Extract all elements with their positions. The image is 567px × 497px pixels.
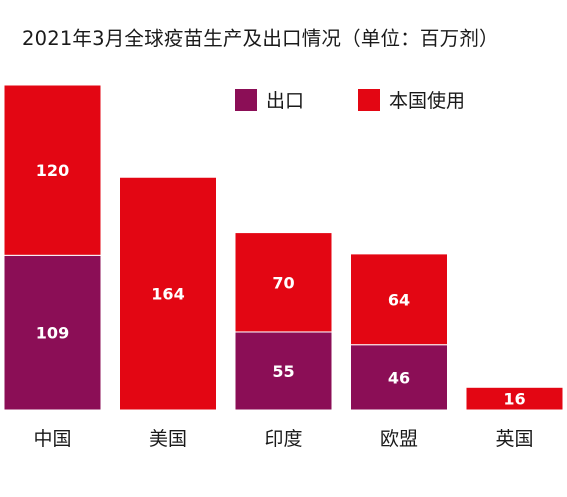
legend-swatch-export (235, 88, 257, 111)
bar-export-india (234, 331, 333, 411)
data-label-export-china: 109 (36, 324, 69, 343)
data-label-domestic-eu: 64 (388, 290, 410, 309)
x-tick-label-eu: 欧盟 (380, 428, 418, 450)
bar-domestic-eu (350, 253, 448, 346)
bar-domestic-uk (465, 386, 564, 411)
bar-domestic-india (234, 232, 333, 333)
data-label-export-eu: 46 (388, 368, 410, 387)
data-label-domestic-india: 70 (272, 273, 294, 292)
x-tick-label-uk: 英国 (495, 428, 533, 450)
bar-domestic-china (3, 84, 102, 256)
data-label-domestic-usa: 164 (151, 285, 184, 304)
data-label-export-india: 55 (272, 362, 294, 381)
bar-export-eu (350, 344, 448, 411)
legend-swatch-domestic (358, 88, 381, 111)
chart-title: 2021年3月全球疫苗生产及出口情况（单位：百万剂） (22, 27, 499, 50)
x-tick-label-usa: 美国 (149, 428, 187, 450)
x-tick-label-india: 印度 (264, 428, 302, 450)
legend-label-export: 出口 (266, 90, 305, 112)
bar-export-china (3, 254, 102, 411)
legend-item-export: 出口 (235, 86, 304, 113)
legend-label-domestic: 本国使用 (389, 90, 466, 112)
bar-domestic-usa (119, 176, 217, 411)
legend: 出口 本国使用 (235, 86, 519, 113)
legend-item-domestic: 本国使用 (358, 86, 465, 113)
x-tick-label-china: 中国 (33, 428, 71, 450)
data-label-domestic-uk: 16 (503, 390, 525, 409)
data-label-domestic-china: 120 (36, 161, 69, 180)
